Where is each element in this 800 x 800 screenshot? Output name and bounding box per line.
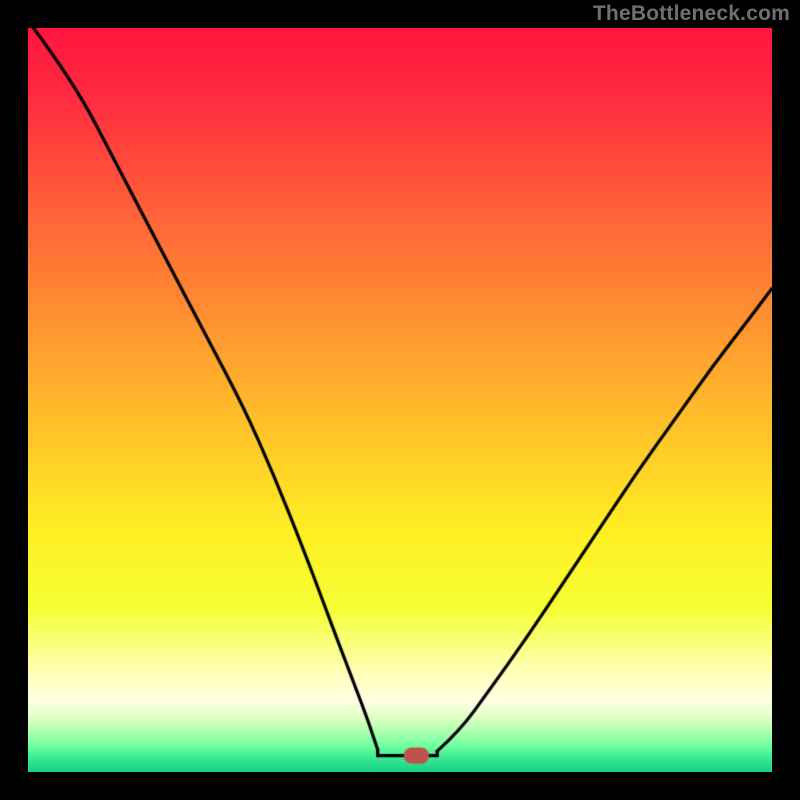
watermark-text: TheBottleneck.com xyxy=(593,2,790,26)
plot-area xyxy=(28,28,772,772)
chart-frame: TheBottleneck.com xyxy=(0,0,800,800)
bottleneck-curve-chart xyxy=(28,28,772,772)
